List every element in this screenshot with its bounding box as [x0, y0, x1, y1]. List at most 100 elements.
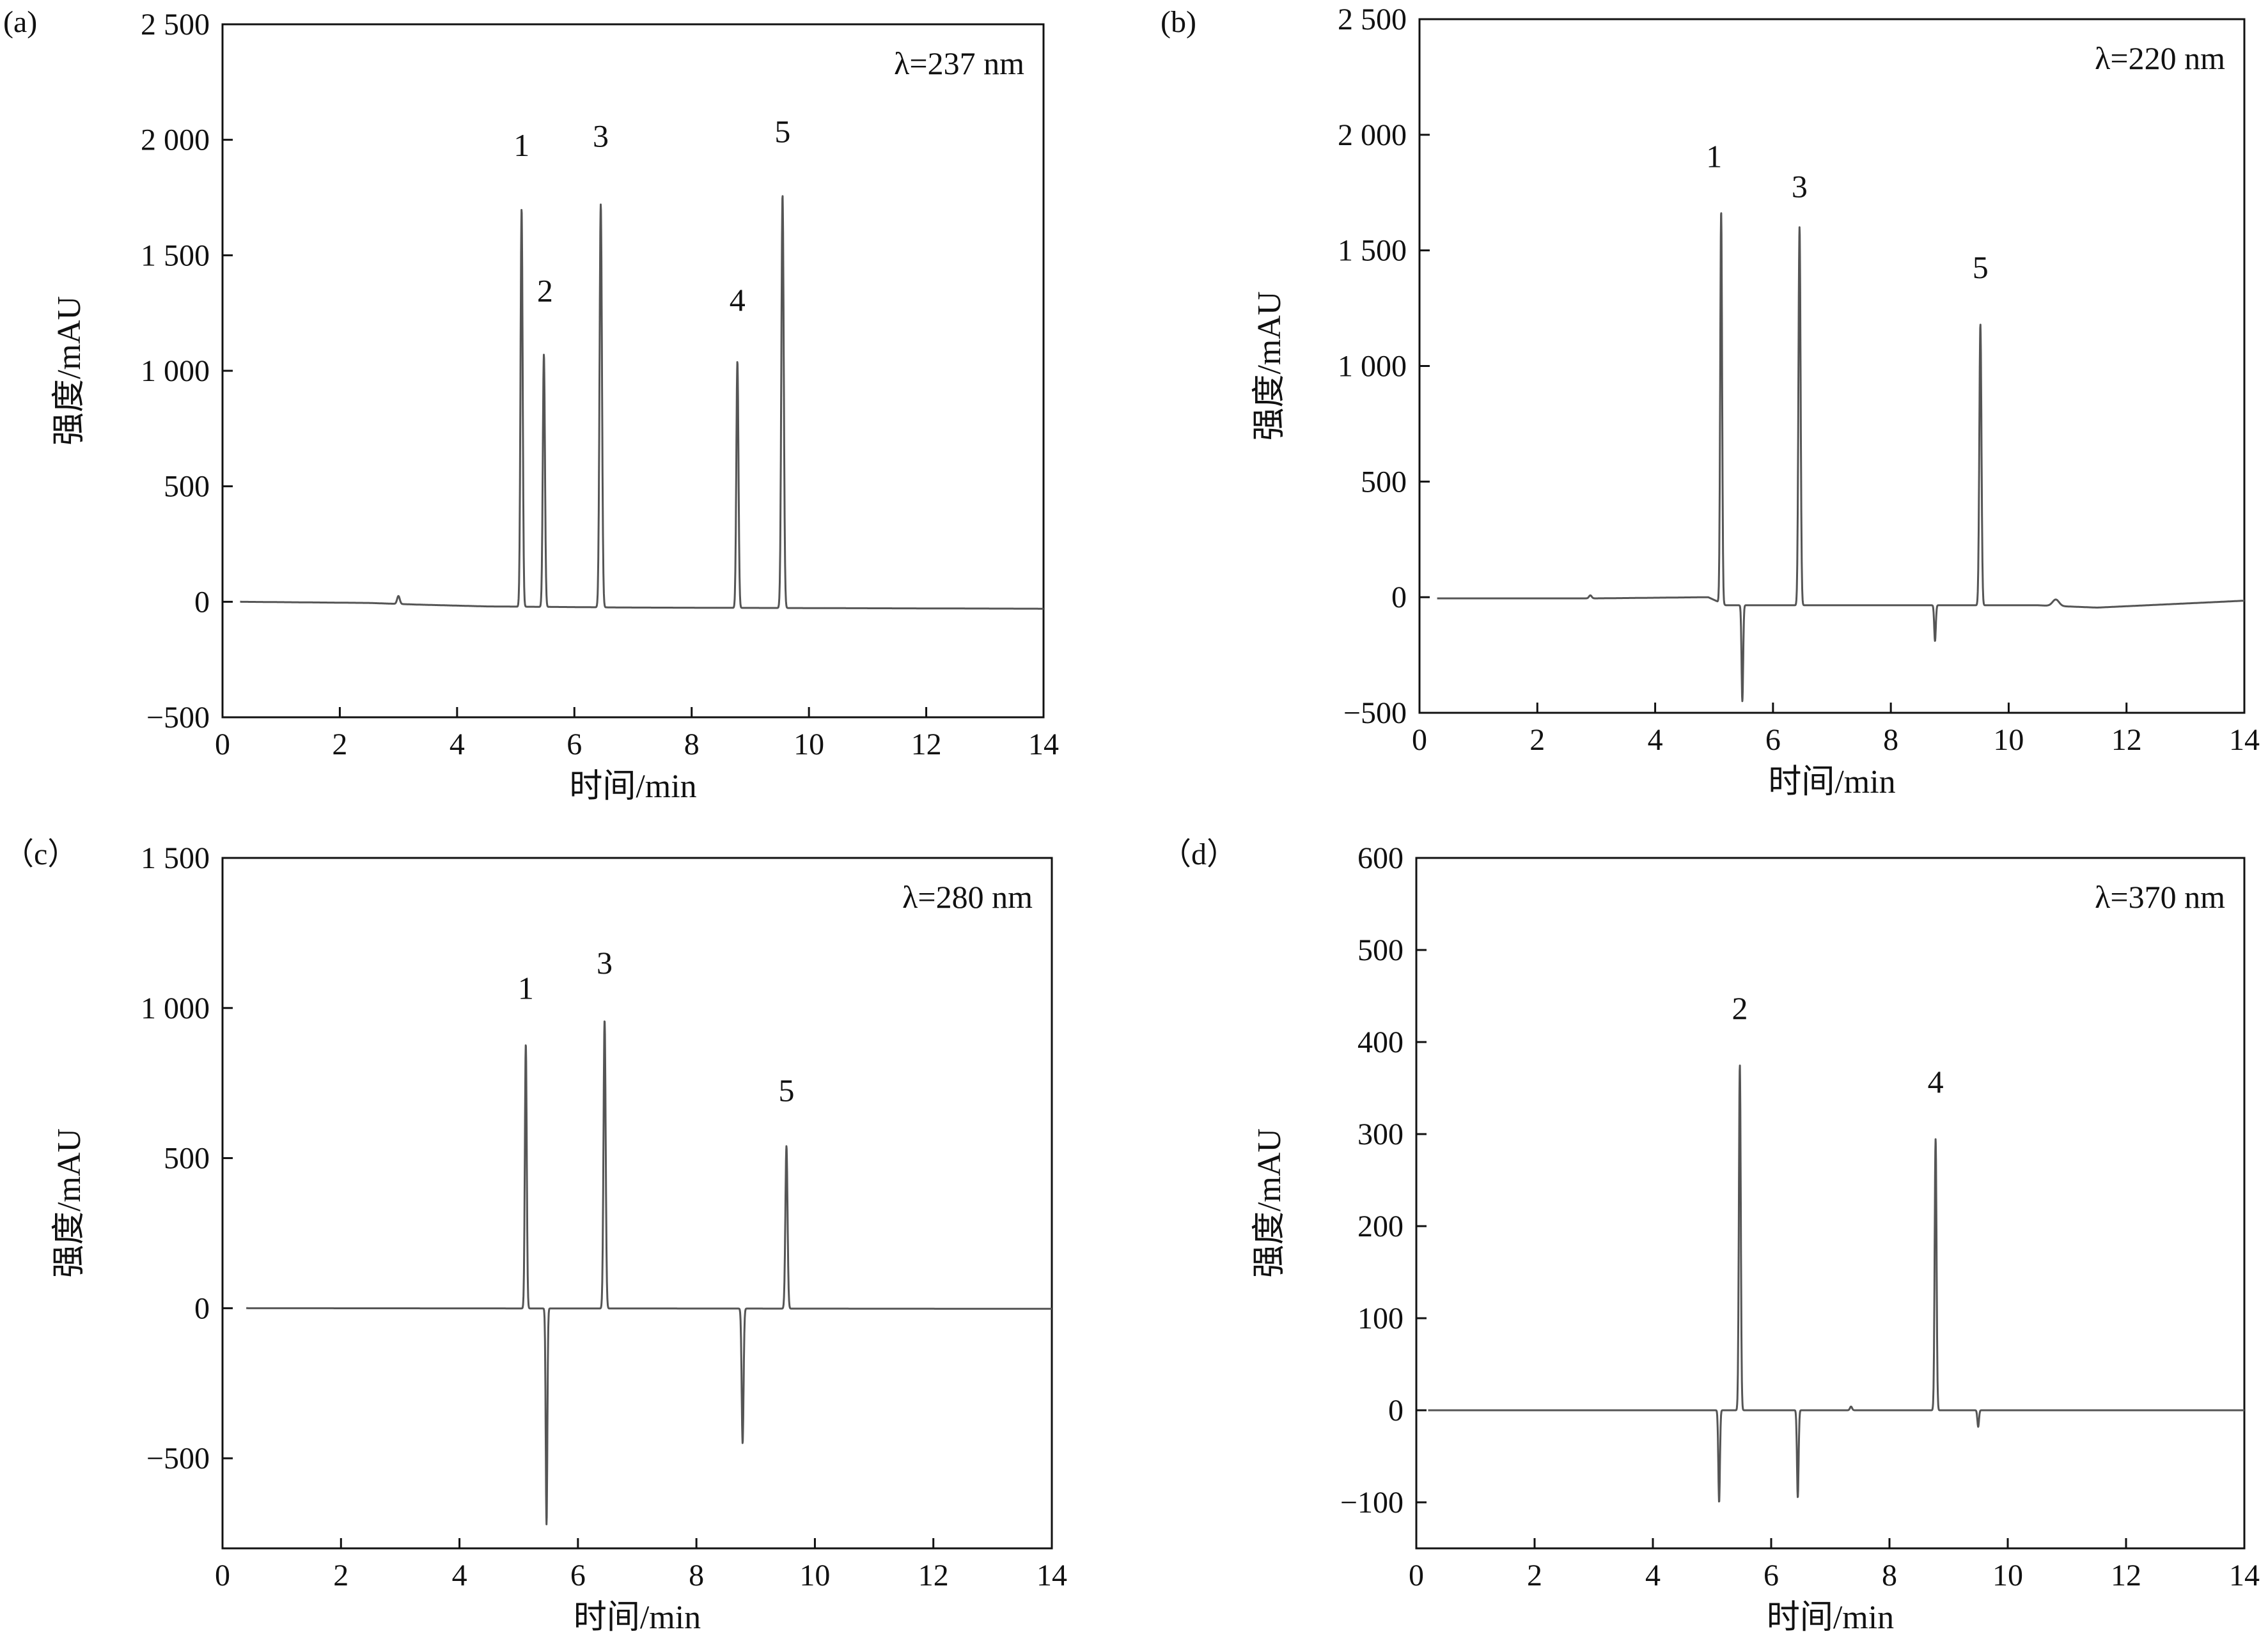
- peak-label: 5: [1973, 249, 1989, 285]
- y-axis-label: 强度/mAU: [51, 1128, 88, 1278]
- wavelength-annotation: λ=220 nm: [2095, 40, 2225, 76]
- chromatogram-trace: [239, 195, 1045, 610]
- panel-label: (b): [1161, 5, 1196, 39]
- peak-label: 2: [1732, 990, 1748, 1026]
- chart-panel-4: 0 2 4 6 8 10 12 14 −100 0 100 200 300 400 500 600 时间/min…: [1161, 837, 2260, 1636]
- y-tick-label: 500: [1361, 465, 1407, 499]
- y-tick-label: 200: [1357, 1210, 1404, 1243]
- y-tick-label: 0: [194, 585, 210, 619]
- x-tick-label: 14: [1036, 1559, 1067, 1592]
- y-tick-label: −500: [146, 1442, 210, 1475]
- x-tick-label: 2: [332, 728, 347, 761]
- wavelength-annotation: λ=237 nm: [894, 45, 1024, 81]
- y-axis-label: 强度/mAU: [1251, 1128, 1288, 1278]
- x-tick-label: 8: [689, 1559, 704, 1592]
- y-tick-label: 1 500: [141, 238, 210, 272]
- y-tick-label: 500: [164, 470, 210, 504]
- peak-label: 1: [1706, 138, 1722, 174]
- y-axis-label: 强度/mAU: [51, 296, 88, 446]
- x-tick-label: 8: [1883, 723, 1898, 757]
- x-tick-label: 2: [1529, 723, 1545, 757]
- x-tick-label: 6: [1765, 723, 1781, 757]
- x-tick-label: 10: [794, 728, 824, 761]
- y-tick-label: 0: [1388, 1394, 1404, 1428]
- y-axis-label: 强度/mAU: [1251, 291, 1288, 440]
- peak-label: 3: [597, 945, 613, 981]
- panel-label: (a): [3, 5, 37, 39]
- x-tick-label: 4: [450, 728, 465, 761]
- chart-panel-3: 0 2 4 6 8 10 12 14 −500 0 500 1 000 1 500 时间/min 强度/mA…: [3, 837, 1067, 1636]
- x-tick-label: 12: [2111, 723, 2142, 757]
- y-tick-label: 2 000: [1338, 118, 1407, 152]
- panel-label: （d）: [1161, 837, 1237, 871]
- peak-label: 5: [778, 1072, 794, 1108]
- x-tick-label: 12: [2111, 1559, 2141, 1592]
- x-tick-label: 14: [2229, 723, 2260, 757]
- plot-frame: [221, 857, 1053, 1550]
- x-tick-label: 6: [570, 1559, 586, 1592]
- y-tick-label: −500: [1343, 696, 1407, 730]
- y-tick-label: 1 000: [141, 992, 210, 1025]
- y-tick-label: 0: [194, 1291, 210, 1325]
- x-axis-label: 时间/min: [1767, 1599, 1894, 1636]
- y-tick-label: 100: [1357, 1302, 1404, 1335]
- x-tick-label: 10: [1992, 1559, 2023, 1592]
- y-tick-label: 1 000: [141, 354, 210, 388]
- peak-label: 1: [518, 970, 534, 1006]
- wavelength-annotation: λ=370 nm: [2095, 879, 2225, 915]
- x-tick-label: 2: [1527, 1559, 1542, 1592]
- x-tick-label: 0: [215, 728, 230, 761]
- x-tick-label: 4: [1648, 723, 1663, 757]
- y-tick-label: 1 000: [1338, 350, 1407, 384]
- x-tick-label: 10: [1993, 723, 2024, 757]
- peak-label: 4: [730, 282, 746, 318]
- y-tick-label: 0: [1391, 580, 1407, 614]
- peak-label: 1: [513, 127, 529, 163]
- x-tick-label: 8: [1882, 1559, 1897, 1592]
- y-tick-label: 2 000: [141, 123, 210, 157]
- x-tick-label: 0: [1409, 1559, 1424, 1592]
- x-tick-label: 12: [911, 728, 942, 761]
- y-tick-label: 300: [1357, 1117, 1404, 1151]
- plot-frame: [1415, 857, 2246, 1550]
- plot-frame: [1418, 18, 2246, 714]
- y-tick-label: 400: [1357, 1025, 1404, 1059]
- peak-label: 2: [537, 273, 553, 309]
- y-tick-label: 2 500: [141, 8, 210, 42]
- x-tick-label: 6: [1764, 1559, 1779, 1592]
- x-tick-label: 10: [799, 1559, 830, 1592]
- y-tick-label: 600: [1357, 841, 1404, 875]
- plot-frame: [221, 23, 1045, 719]
- x-tick-label: 14: [1028, 728, 1059, 761]
- y-tick-label: −100: [1340, 1486, 1404, 1520]
- x-tick-label: 8: [684, 728, 700, 761]
- x-tick-label: 4: [452, 1559, 467, 1592]
- x-tick-label: 14: [2229, 1559, 2260, 1592]
- peak-label: 3: [1792, 168, 1808, 204]
- y-tick-label: 1 500: [1338, 234, 1407, 268]
- y-tick-label: 1 500: [141, 841, 210, 875]
- y-tick-label: 500: [164, 1142, 210, 1176]
- chromatogram-trace: [1436, 212, 2246, 703]
- x-axis-label: 时间/min: [1768, 764, 1895, 800]
- x-tick-label: 4: [1645, 1559, 1661, 1592]
- x-tick-label: 6: [567, 728, 582, 761]
- y-tick-label: −500: [146, 701, 210, 735]
- x-tick-label: 2: [333, 1559, 348, 1592]
- x-tick-label: 0: [215, 1559, 230, 1592]
- x-tick-label: 12: [918, 1559, 949, 1592]
- panel-label: （c）: [3, 837, 78, 871]
- peak-label: 3: [593, 118, 609, 154]
- y-tick-label: 500: [1357, 933, 1404, 967]
- x-axis-label: 时间/min: [574, 1599, 701, 1636]
- y-tick-label: 2 500: [1338, 3, 1407, 36]
- x-axis-label: 时间/min: [569, 768, 696, 805]
- x-tick-label: 0: [1412, 723, 1427, 757]
- wavelength-annotation: λ=280 nm: [902, 879, 1033, 915]
- chromatogram-trace: [245, 1020, 1053, 1525]
- peak-label: 5: [774, 113, 790, 149]
- chromatogram-trace: [1427, 1064, 2246, 1503]
